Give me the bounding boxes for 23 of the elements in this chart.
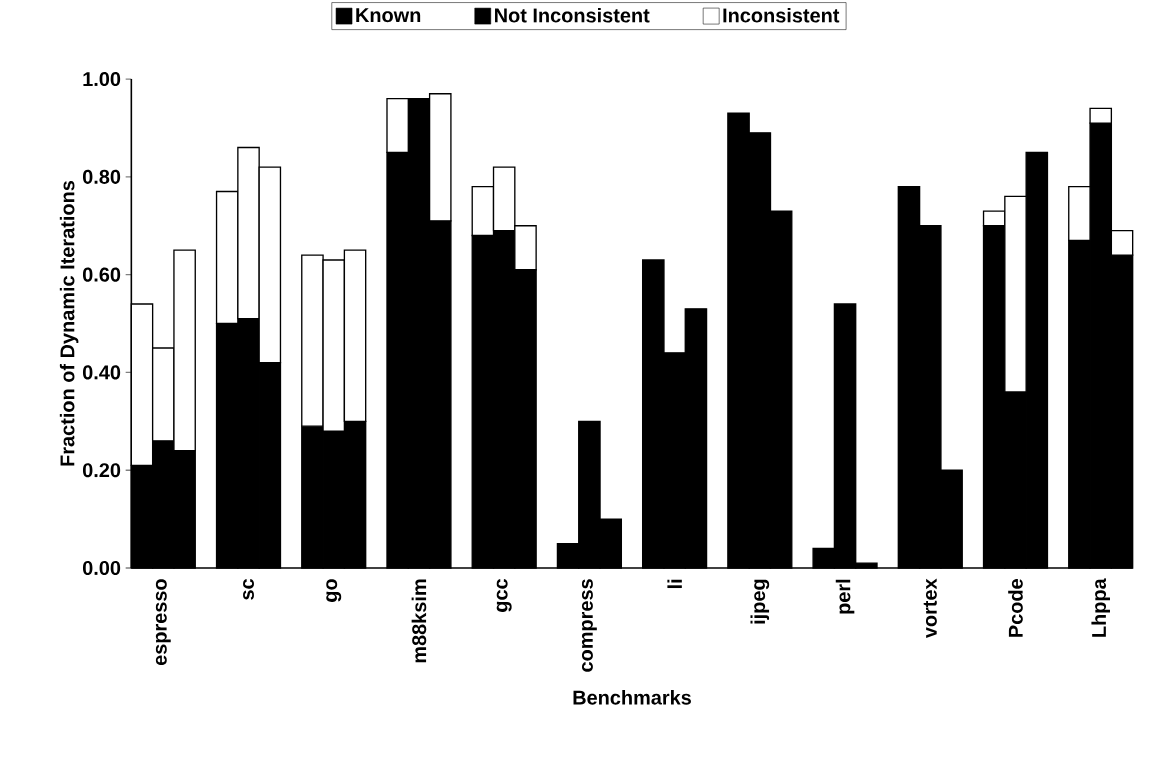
x-tick-label: li [667, 579, 682, 589]
x-tick-label: espresso [155, 579, 171, 666]
x-tick-label: Pcode [1008, 579, 1023, 637]
y-tick-label: 0.80 [82, 169, 121, 184]
x-tick-label: sc [243, 578, 254, 600]
legend-label: Known [356, 8, 421, 23]
y-tick-label: 0.60 [82, 267, 121, 282]
x-tick-label: m88ksim [411, 579, 427, 663]
x-tick-label: vortex [923, 578, 937, 639]
y-tick-label: 1.00 [83, 72, 121, 87]
x-axis-title: Benchmarks [573, 690, 691, 705]
legend-label: Not Inconsistent [495, 7, 650, 23]
y-tick-label: 0.40 [82, 365, 121, 380]
legend-label: Inconsistent [723, 7, 840, 23]
x-tick-label: ijpeg [750, 579, 770, 624]
y-tick-label: 0.00 [82, 560, 121, 576]
x-tick-label: Lhppa [1091, 578, 1110, 637]
x-tick-label: gcc [496, 578, 512, 612]
y-axis-title: Fraction of Dynamic Iterations [59, 180, 79, 466]
x-tick-label: compress [581, 579, 597, 672]
x-tick-label: perl [835, 579, 855, 614]
y-tick-label: 0.20 [82, 463, 121, 478]
x-tick-label: go [326, 579, 342, 602]
